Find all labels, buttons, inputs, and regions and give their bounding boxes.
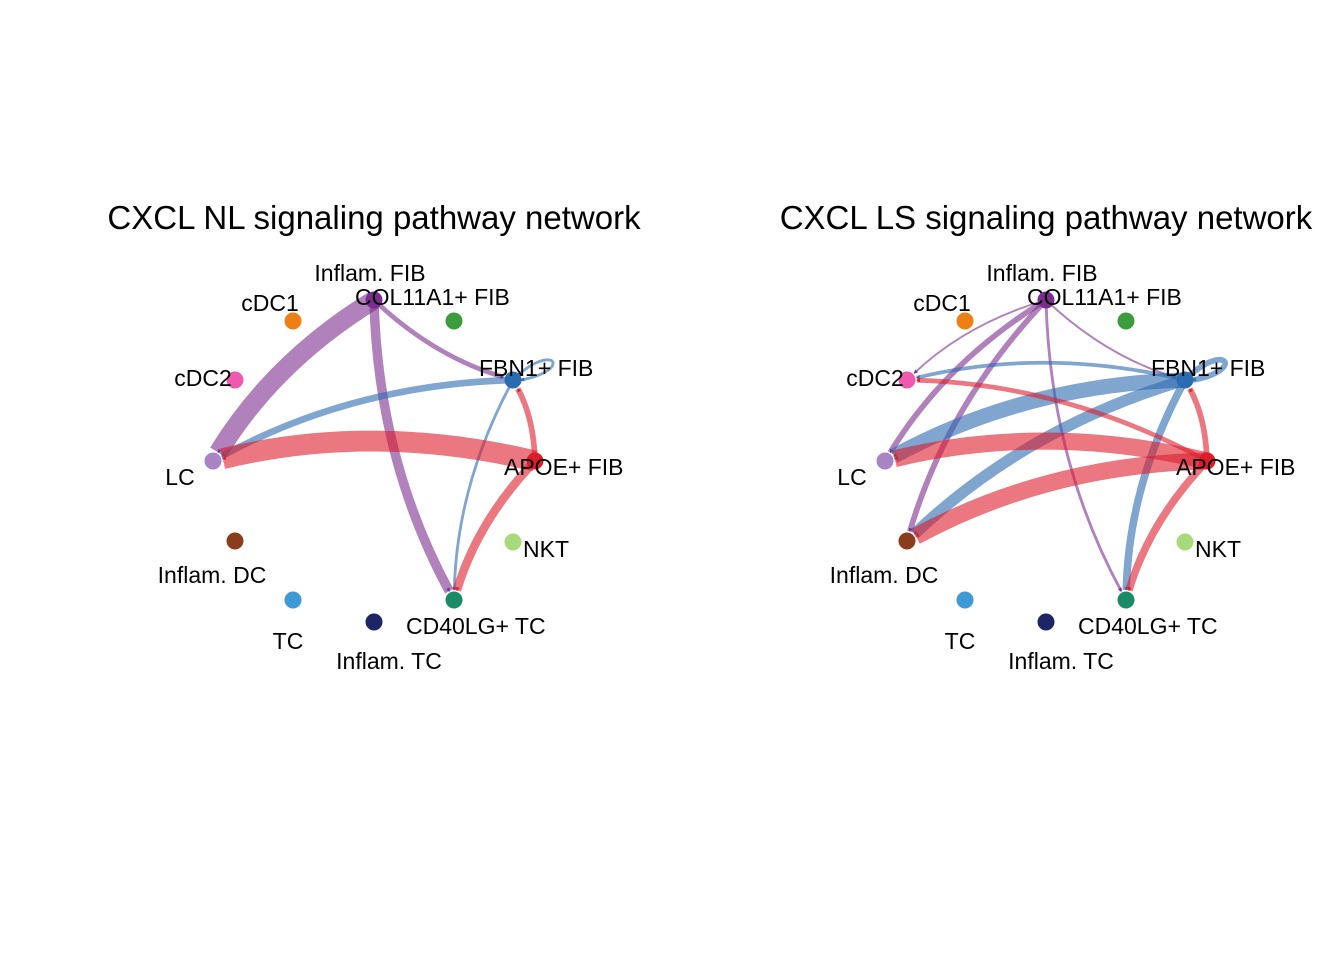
node-lc: [204, 452, 222, 470]
node-label-inflam_tc: Inflam. TC: [1008, 648, 1114, 674]
edge-inflam_fib-to-inflam_dc: [907, 298, 1049, 533]
node-label-apoe_fib: APOE+ FIB: [1176, 454, 1296, 480]
node-fbn1_fib: [1176, 371, 1194, 389]
node-label-inflam_tc: Inflam. TC: [336, 648, 442, 674]
node-label-cd40lg_tc: CD40LG+ TC: [406, 613, 546, 639]
edge-inflam_fib-to-cd40lg_tc: [1044, 299, 1123, 592]
node-lc: [876, 452, 894, 470]
node-tc: [956, 591, 974, 609]
edge-fbn1_fib-to-cd40lg_tc: [452, 379, 515, 591]
node-nkt: [1176, 533, 1194, 551]
node-label-cd40lg_tc: CD40LG+ TC: [1078, 613, 1218, 639]
node-label-nkt: NKT: [1195, 536, 1241, 562]
node-cd40lg_tc: [445, 591, 463, 609]
node-layer: [204, 291, 544, 631]
edge-fbn1_fib-to-fbn1_fib: [1182, 356, 1228, 383]
node-cd40lg_tc: [1117, 591, 1135, 609]
node-inflam_dc: [226, 532, 244, 550]
node-inflam_fib: [1037, 291, 1055, 309]
node-cdc2: [898, 371, 916, 389]
edge-layer: [887, 297, 1228, 592]
node-cdc1: [284, 312, 302, 330]
edge-layer: [210, 291, 555, 594]
node-layer: [876, 291, 1216, 631]
node-label-cdc2: cDC2: [846, 365, 904, 391]
node-label-inflam_dc: Inflam. DC: [158, 562, 267, 588]
edge-inflam_fib-to-fbn1_fib: [1045, 299, 1177, 379]
edge-inflam_fib-to-lc: [210, 291, 379, 458]
node-label-col11a1_fib: COL11A1+ FIB: [355, 284, 510, 310]
node-col11a1_fib: [445, 312, 463, 330]
edge-apoe_fib-to-lc: [892, 432, 1209, 470]
edge-apoe_fib-to-cdc2: [916, 377, 1209, 464]
node-label-cdc1: cDC1: [913, 290, 971, 316]
node-nkt: [504, 533, 522, 551]
node-inflam_tc: [1037, 613, 1055, 631]
node-label-inflam_fib: Inflam. FIB: [314, 260, 425, 286]
edge-inflam_fib-to-cd40lg_tc: [369, 299, 454, 594]
node-inflam_fib: [365, 291, 383, 309]
node-apoe_fib: [526, 452, 544, 470]
node-label-fbn1_fib: FBN1+ FIB: [479, 355, 593, 381]
node-cdc2: [226, 371, 244, 389]
node-label-fbn1_fib: FBN1+ FIB: [1151, 355, 1265, 381]
panel-ls-network: CXCL LS signaling pathway network Inflam…: [780, 199, 1313, 674]
node-label-lc: LC: [837, 464, 866, 490]
node-label-cdc1: cDC1: [241, 290, 299, 316]
node-label-tc: TC: [273, 628, 304, 654]
node-label-inflam_dc: Inflam. DC: [830, 562, 939, 588]
edge-inflam_fib-to-cdc2: [913, 299, 1047, 374]
node-col11a1_fib: [1117, 312, 1135, 330]
node-inflam_dc: [898, 532, 916, 550]
node-inflam_tc: [365, 613, 383, 631]
panel-nl-network: CXCL NL signaling pathway network Inflam…: [107, 199, 641, 674]
edge-fbn1_fib-to-lc: [890, 372, 1186, 463]
node-cdc1: [956, 312, 974, 330]
edge-inflam_fib-to-fbn1_fib: [372, 298, 505, 380]
node-fbn1_fib: [504, 371, 522, 389]
edge-apoe_fib-to-lc: [220, 430, 538, 472]
edge-fbn1_fib-to-cd40lg_tc: [1122, 378, 1189, 591]
node-tc: [284, 591, 302, 609]
edge-apoe_fib-to-inflam_dc: [911, 452, 1208, 544]
node-label-cdc2: cDC2: [174, 365, 232, 391]
edge-fbn1_fib-to-cdc2: [915, 360, 1186, 382]
panel-title: CXCL NL signaling pathway network: [107, 199, 641, 236]
node-label-lc: LC: [165, 464, 194, 490]
node-label-inflam_fib: Inflam. FIB: [986, 260, 1097, 286]
panel-title: CXCL LS signaling pathway network: [780, 199, 1313, 236]
node-label-tc: TC: [945, 628, 976, 654]
edge-apoe_fib-to-cd40lg_tc: [452, 458, 539, 592]
edge-fbn1_fib-to-lc: [220, 376, 514, 460]
node-label-col11a1_fib: COL11A1+ FIB: [1027, 284, 1182, 310]
node-label-apoe_fib: APOE+ FIB: [504, 454, 624, 480]
node-label-nkt: NKT: [523, 536, 569, 562]
edge-fbn1_fib-to-fbn1_fib: [511, 358, 555, 382]
edge-apoe_fib-to-cd40lg_tc: [1125, 458, 1210, 592]
node-apoe_fib: [1198, 452, 1216, 470]
